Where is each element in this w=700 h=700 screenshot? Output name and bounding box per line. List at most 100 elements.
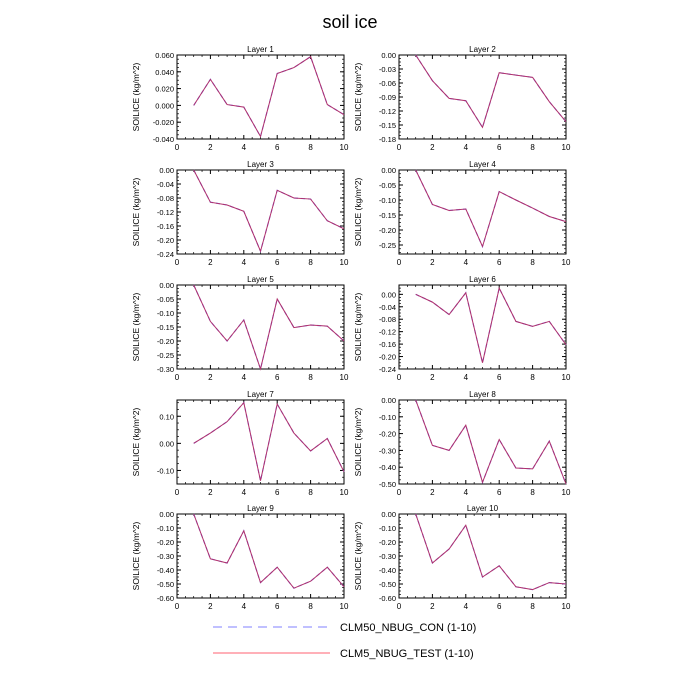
y-tick-label: -0.18 <box>379 135 396 144</box>
series-line-test <box>193 169 345 253</box>
x-tick-label: 8 <box>308 143 313 152</box>
y-axis-label: SOILICE (kg/m^2) <box>131 407 141 476</box>
panel-layer-1: Layer 1 SOILICE (kg/m^2) 0 2 4 6 8 10 -0.040 -0.0… <box>131 45 349 152</box>
y-tick-label: -0.10 <box>157 524 174 533</box>
x-tick-label: 8 <box>308 373 313 382</box>
y-tick-label: -0.40 <box>157 566 174 575</box>
y-tick-label: -0.03 <box>379 65 396 74</box>
series-line-con <box>415 169 567 249</box>
x-tick-label: 0 <box>397 488 402 497</box>
y-tick-label: -0.50 <box>379 580 396 589</box>
y-tick-label: 0.00 <box>159 281 174 290</box>
y-tick-label: -0.20 <box>379 353 396 362</box>
y-tick-label: 0.00 <box>381 290 396 299</box>
x-tick-label: 6 <box>275 373 280 382</box>
x-tick-label: 2 <box>208 602 213 611</box>
legend-label-con: CLM50_NBUG_CON (1-10) <box>340 622 476 634</box>
series-line-test <box>193 513 345 589</box>
x-tick-label: 0 <box>175 602 180 611</box>
x-tick-label: 6 <box>275 258 280 267</box>
panel-title: Layer 9 <box>247 504 274 513</box>
y-tick-label: 0.00 <box>381 396 396 405</box>
y-tick-label: -0.15 <box>379 211 396 220</box>
x-tick-label: 4 <box>464 258 469 267</box>
x-tick-label: 6 <box>497 602 502 611</box>
legend-label-test: CLM5_NBUG_TEST (1-10) <box>340 648 474 660</box>
y-tick-label: 0.00 <box>159 439 174 448</box>
y-tick-label: -0.25 <box>157 351 174 360</box>
x-tick-label: 4 <box>464 373 469 382</box>
y-tick-label: 0.00 <box>381 166 396 175</box>
series-line-test <box>415 54 567 129</box>
x-tick-label: 0 <box>397 258 402 267</box>
y-tick-label: -0.20 <box>379 538 396 547</box>
x-tick-label: 10 <box>562 602 571 611</box>
series-line-test <box>415 399 567 485</box>
y-tick-label: 0.00 <box>159 166 174 175</box>
x-tick-label: 2 <box>430 602 435 611</box>
x-tick-label: 6 <box>497 488 502 497</box>
y-tick-label: -0.10 <box>379 413 396 422</box>
series-line-test <box>193 401 345 481</box>
x-tick-label: 4 <box>242 143 247 152</box>
plot-frame <box>398 399 567 485</box>
x-tick-label: 0 <box>175 373 180 382</box>
y-axis-label: SOILICE (kg/m^2) <box>131 521 141 590</box>
y-tick-label: -0.04 <box>379 303 396 312</box>
y-tick-label: 0.020 <box>155 85 174 94</box>
y-axis-label: SOILICE (kg/m^2) <box>353 62 363 131</box>
series-line-test <box>193 284 345 371</box>
x-tick-label: 0 <box>397 373 402 382</box>
series-line-con <box>415 513 567 591</box>
y-tick-label: -0.20 <box>157 236 174 245</box>
y-tick-label: -0.50 <box>379 480 396 489</box>
series-line-con <box>415 54 567 129</box>
panel-layer-5: Layer 5 SOILICE (kg/m^2) 0 2 4 6 8 10 -0.30 -0.25… <box>131 275 349 382</box>
y-tick-label: -0.30 <box>157 365 174 374</box>
panel-layer-6: Layer 6 SOILICE (kg/m^2) 0 2 4 6 8 10 -0.24 -0.20… <box>353 275 571 382</box>
series-line-con <box>415 399 567 485</box>
y-tick-label: -0.10 <box>157 309 174 318</box>
y-tick-label: -0.60 <box>379 594 396 603</box>
panel-layer-7: Layer 7 SOILICE (kg/m^2) 0 2 4 6 8 10 -0.10 0.00 0… <box>131 390 349 497</box>
y-tick-label: 0.040 <box>155 68 174 77</box>
x-tick-label: 8 <box>530 488 535 497</box>
series-line-test <box>415 169 567 248</box>
y-tick-label: -0.05 <box>157 295 174 304</box>
panel-title: Layer 8 <box>469 390 496 399</box>
x-tick-label: 6 <box>275 602 280 611</box>
y-tick-label: -0.040 <box>153 135 174 144</box>
x-tick-label: 0 <box>175 488 180 497</box>
x-tick-label: 10 <box>340 488 349 497</box>
y-axis-label: SOILICE (kg/m^2) <box>131 177 141 246</box>
x-tick-label: 0 <box>397 602 402 611</box>
x-tick-label: 8 <box>530 373 535 382</box>
y-tick-label: -0.16 <box>157 222 174 231</box>
x-tick-label: 10 <box>340 258 349 267</box>
x-tick-label: 4 <box>242 602 247 611</box>
plot-frame <box>176 399 345 485</box>
y-tick-label: -0.04 <box>157 180 174 189</box>
y-tick-label: -0.20 <box>379 226 396 235</box>
x-tick-label: 8 <box>308 488 313 497</box>
y-axis-label: SOILICE (kg/m^2) <box>353 521 363 590</box>
y-axis-label: SOILICE (kg/m^2) <box>353 292 363 361</box>
panel-layer-9: Layer 9 SOILICE (kg/m^2) 0 2 4 6 8 10 -0.60 -0.50… <box>131 504 349 611</box>
y-axis-label: SOILICE (kg/m^2) <box>353 177 363 246</box>
x-tick-label: 2 <box>430 258 435 267</box>
x-tick-label: 8 <box>308 602 313 611</box>
x-tick-label: 10 <box>562 143 571 152</box>
y-tick-label: -0.12 <box>379 328 396 337</box>
series-line-con <box>193 169 345 254</box>
panel-title: Layer 5 <box>247 275 274 284</box>
panel-layer-10: Layer 10 SOILICE (kg/m^2) 0 2 4 6 8 10 -0.60 -0.5… <box>353 504 571 611</box>
x-tick-label: 2 <box>208 143 213 152</box>
plot-frame <box>398 513 567 599</box>
x-tick-label: 0 <box>175 258 180 267</box>
y-tick-label: -0.020 <box>153 118 174 127</box>
x-tick-label: 2 <box>430 143 435 152</box>
series-line-con <box>193 513 345 589</box>
series-line-con <box>193 284 345 372</box>
panel-title: Layer 3 <box>247 160 274 169</box>
